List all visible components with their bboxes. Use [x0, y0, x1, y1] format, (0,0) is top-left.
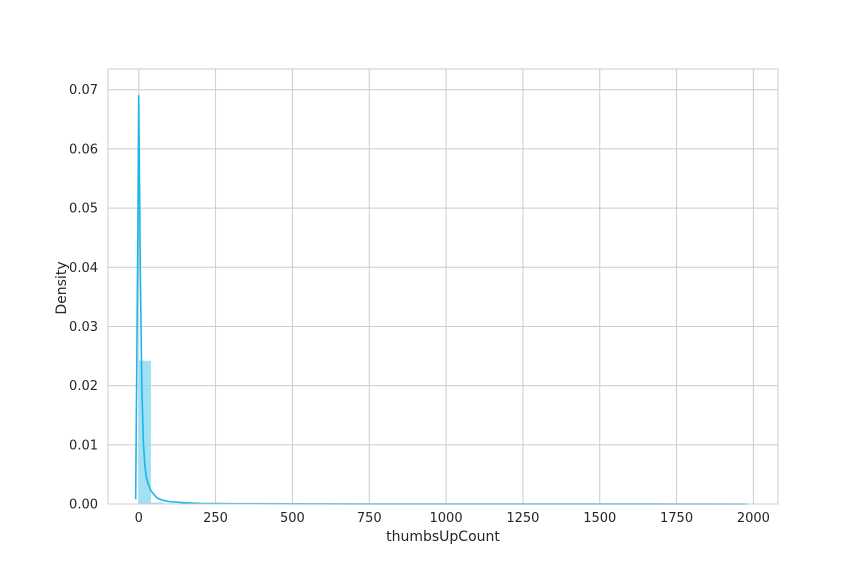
- plot-area: [108, 69, 778, 504]
- y-axis-ticks: 0.00 0.01 0.02 0.03 0.04 0.05 0.06 0.07: [69, 83, 98, 512]
- x-tick-label: 2000: [737, 511, 770, 526]
- x-tick-label: 500: [280, 511, 305, 526]
- y-tick-label: 0.02: [69, 379, 98, 394]
- grid: [108, 69, 778, 505]
- x-tick-label: 1500: [583, 511, 616, 526]
- y-tick-label: 0.05: [69, 202, 98, 217]
- x-tick-label: 750: [357, 511, 382, 526]
- y-tick-label: 0.06: [69, 142, 98, 157]
- x-tick-label: 1750: [660, 511, 693, 526]
- x-tick-label: 1000: [430, 511, 463, 526]
- x-tick-label: 1250: [506, 511, 539, 526]
- x-tick-label: 250: [203, 511, 228, 526]
- x-axis-label: thumbsUpCount: [386, 529, 500, 545]
- histogram-bar: [150, 502, 164, 504]
- x-tick-label: 0: [135, 511, 143, 526]
- x-axis-ticks: 0 250 500 750 1000 1250 1500 1750 2000: [135, 511, 770, 526]
- y-axis-label: Density: [54, 261, 70, 314]
- y-tick-label: 0.00: [69, 498, 98, 513]
- y-tick-label: 0.07: [69, 83, 98, 98]
- plot-frame: [107, 68, 779, 505]
- y-tick-label: 0.03: [69, 320, 98, 335]
- histogram-bar: [138, 360, 151, 504]
- y-tick-label: 0.01: [69, 438, 98, 453]
- y-tick-label: 0.04: [69, 261, 98, 276]
